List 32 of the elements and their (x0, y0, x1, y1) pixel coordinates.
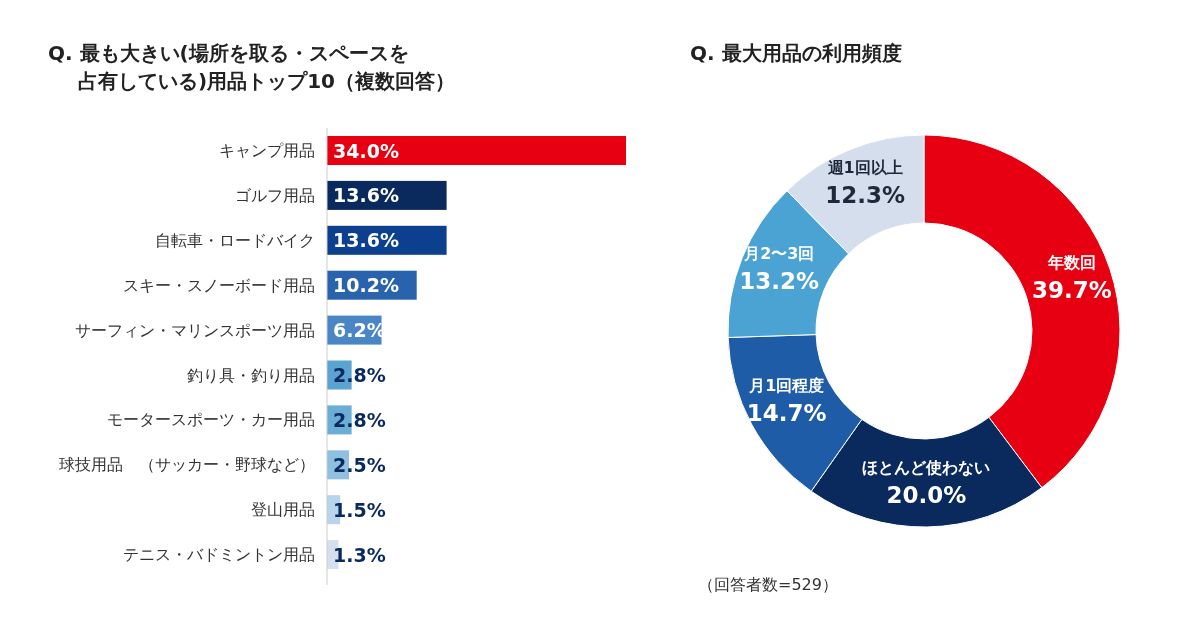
data-label: 14.7% (746, 400, 827, 427)
data-label: 13.6% (333, 184, 399, 207)
text: （回答者数=529） (698, 575, 838, 594)
data-label: 13.6% (333, 229, 399, 252)
data-label: 1.3% (333, 543, 386, 566)
y-tick-label: 球技用品 （サッカー・野球など） (59, 455, 315, 475)
y-tick-label: ゴルフ用品 (235, 185, 315, 205)
data-label: 6.2% (333, 319, 386, 342)
slice-label: 月2〜3回 (743, 243, 815, 263)
slice-label: 月1回程度 (748, 376, 825, 396)
y-tick-label: 釣り具・釣り用品 (187, 365, 315, 385)
y-tick-label: 自転車・ロードバイク (155, 230, 315, 250)
slice-label: 週1回以上 (826, 157, 903, 177)
data-label: 2.5% (333, 453, 386, 476)
data-label: 1.5% (333, 498, 386, 521)
y-tick-label: スキー・スノーボード用品 (123, 275, 315, 295)
y-tick-label: 登山用品 (251, 500, 315, 520)
y-tick-label: テニス・バドミントン用品 (123, 545, 315, 565)
y-tick-label: サーフィン・マリンスポーツ用品 (75, 320, 315, 340)
chart-title: Q. 最大用品の利用頻度 (690, 41, 902, 65)
data-label: 39.7% (1032, 276, 1112, 303)
data-label: 20.0% (886, 481, 967, 508)
data-label: 13.2% (739, 267, 820, 294)
data-label: 34.0% (333, 139, 399, 162)
slice-label: ほとんど使わない (862, 457, 991, 477)
y-tick-label: モータースポーツ・カー用品 (107, 410, 315, 430)
data-label: 10.2% (333, 274, 399, 297)
chart-title: Q. 最も大きい(場所を取る・スペースを占有している)用品トップ10（複数回答） (48, 41, 455, 93)
bar (327, 136, 626, 165)
y-tick-label: キャンプ用品 (219, 141, 315, 160)
data-label: 12.3% (825, 181, 906, 208)
slice-label: 年数回 (1046, 252, 1096, 272)
